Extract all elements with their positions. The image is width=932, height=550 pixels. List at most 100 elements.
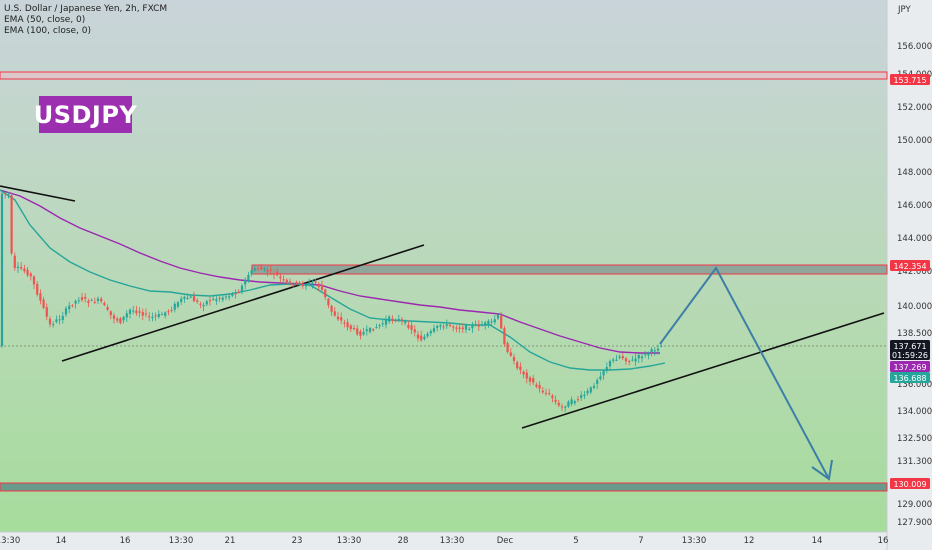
- brand-label: USDJPY: [34, 96, 137, 133]
- x-axis-ticks: 13:30 14 16 13:30 21 23 13:30 28 13:30 Dec 5 7 13:30…: [0, 536, 888, 546]
- candle-body: [135, 310, 138, 314]
- candle: [500, 312, 503, 330]
- candle-body: [506, 343, 509, 353]
- candle: [349, 324, 352, 332]
- candle-body: [468, 329, 471, 331]
- x-tick-label: 14: [812, 536, 823, 546]
- candle: [487, 319, 490, 328]
- candle: [586, 388, 589, 396]
- candle-body: [634, 358, 637, 362]
- y-tick-label: 156.000: [897, 42, 932, 52]
- legend-symbol[interactable]: U.S. Dollar / Japanese Yen, 2h, FXCM: [4, 4, 168, 14]
- candle: [173, 301, 176, 313]
- candle-body: [557, 402, 560, 406]
- resistance-zone[interactable]: [0, 71, 888, 80]
- trendline-rising-2[interactable]: [521, 312, 885, 429]
- candle-body: [567, 401, 570, 407]
- candle: [189, 293, 192, 299]
- candle-body: [528, 377, 532, 382]
- candle-body: [272, 273, 276, 275]
- zones: [0, 71, 888, 492]
- candle: [512, 353, 516, 365]
- candle: [221, 295, 224, 303]
- projection-path: [659, 266, 830, 480]
- candle-body: [4, 193, 7, 195]
- candle-body: [554, 399, 557, 402]
- candle-body: [356, 328, 359, 335]
- candle: [397, 314, 400, 323]
- y-tick-label: 138.500: [897, 329, 932, 339]
- candle-body: [407, 324, 410, 328]
- candle: [576, 396, 580, 403]
- trendline-top[interactable]: [0, 185, 76, 202]
- candle: [135, 305, 138, 316]
- candle: [503, 325, 506, 347]
- candle: [570, 396, 573, 407]
- candle: [439, 323, 442, 330]
- candle-body: [256, 268, 260, 270]
- price-tag-label: 137.269: [893, 363, 926, 372]
- candle: [320, 280, 324, 292]
- candle-body: [141, 312, 144, 316]
- support-zone[interactable]: [0, 482, 888, 492]
- candle-body: [276, 271, 279, 276]
- candle: [464, 324, 468, 334]
- candle-body: [317, 283, 320, 288]
- candle-body: [416, 334, 420, 339]
- candle-body: [218, 297, 221, 299]
- candle-body: [61, 315, 64, 320]
- candle-body: [618, 356, 621, 358]
- candle-body: [93, 301, 96, 303]
- candle: [119, 317, 122, 325]
- candle-body: [87, 300, 90, 303]
- candle: [288, 278, 292, 286]
- candle: [436, 324, 439, 332]
- candle-body: [605, 367, 608, 372]
- candle-body: [381, 323, 384, 325]
- candle: [183, 295, 186, 303]
- candle: [400, 317, 404, 326]
- candle-body: [480, 324, 484, 326]
- candle-body: [551, 395, 554, 399]
- candle-body: [653, 350, 656, 352]
- x-tick-label: 13:30: [169, 536, 194, 546]
- candle: [605, 362, 608, 374]
- candle-body: [122, 316, 125, 321]
- candle: [580, 391, 583, 401]
- x-tick-label: 13:30: [0, 536, 20, 546]
- candle: [256, 265, 260, 271]
- candle-body: [362, 332, 365, 335]
- legend-ema100[interactable]: EMA (100, close, 0): [4, 26, 92, 36]
- candle: [180, 296, 183, 305]
- legend-ema50[interactable]: EMA (50, close, 0): [4, 15, 86, 25]
- y-tick-label: 127.900: [897, 518, 932, 528]
- candle-body: [189, 296, 192, 298]
- candle-body: [16, 266, 20, 269]
- candle: [413, 325, 416, 337]
- candle-body: [564, 406, 567, 408]
- candle-body: [10, 195, 13, 254]
- candle: [378, 323, 381, 329]
- candle: [109, 310, 112, 320]
- candle: [250, 267, 253, 277]
- x-tick-label: 16: [878, 536, 889, 546]
- candle: [61, 311, 64, 324]
- candle: [644, 350, 647, 358]
- candle: [157, 310, 160, 319]
- candle: [253, 265, 256, 273]
- candle-body: [324, 289, 327, 298]
- candle: [16, 261, 20, 273]
- candle: [45, 303, 48, 321]
- trendline-rising-1[interactable]: [61, 244, 425, 362]
- candle-body: [432, 328, 436, 332]
- candle: [32, 275, 36, 290]
- candle-body: [279, 276, 282, 279]
- candle: [29, 271, 32, 281]
- candle-body: [525, 372, 528, 379]
- candle: [272, 270, 276, 280]
- candle-body: [269, 269, 272, 271]
- candle-body: [647, 353, 650, 356]
- candle: [442, 323, 445, 331]
- candle-body: [583, 394, 586, 397]
